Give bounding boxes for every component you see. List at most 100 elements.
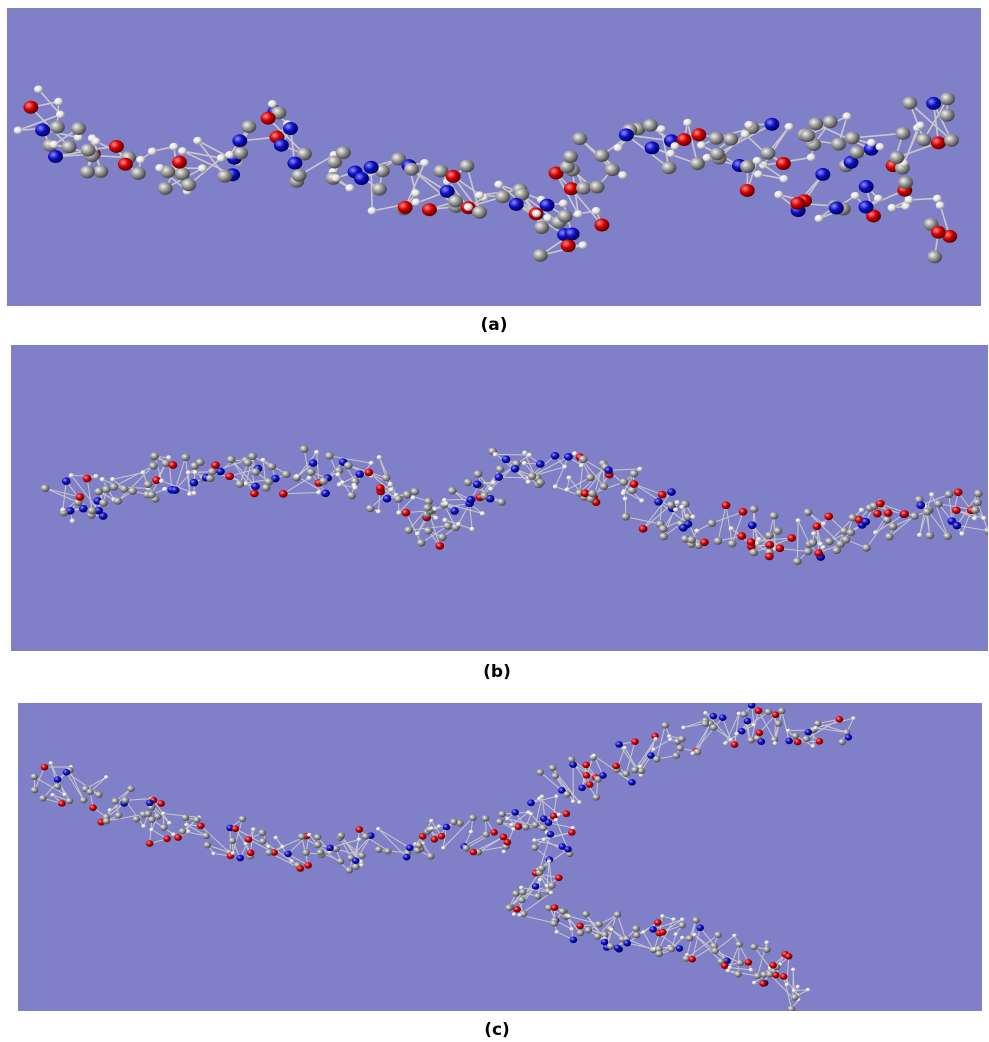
- atom: [71, 122, 87, 136]
- atom: [548, 764, 557, 772]
- atom: [673, 932, 679, 937]
- atom: [764, 708, 773, 716]
- atom: [820, 521, 827, 527]
- atom: [195, 458, 205, 467]
- atom: [718, 714, 727, 721]
- atom: [396, 510, 402, 515]
- atom: [930, 136, 946, 150]
- atom: [414, 531, 421, 536]
- atom: [661, 721, 669, 729]
- atom: [734, 731, 739, 736]
- bond: [585, 913, 605, 943]
- atom: [566, 914, 572, 919]
- atom: [544, 819, 553, 827]
- bond: [731, 511, 744, 544]
- atom: [973, 498, 982, 507]
- atom: [68, 473, 75, 478]
- atom: [578, 455, 588, 464]
- atom: [814, 214, 824, 223]
- atom: [50, 792, 56, 797]
- atom: [358, 852, 366, 859]
- atom: [280, 844, 285, 849]
- atom: [889, 151, 905, 165]
- atom: [207, 467, 217, 476]
- atom: [680, 917, 685, 922]
- atom: [284, 850, 292, 858]
- atom: [62, 769, 71, 776]
- atom: [251, 482, 260, 491]
- atom: [532, 838, 537, 843]
- atom: [813, 720, 822, 727]
- bond: [845, 517, 854, 540]
- atom: [791, 732, 800, 740]
- atom: [405, 844, 414, 852]
- atom: [258, 829, 267, 836]
- atom: [609, 927, 614, 932]
- atom: [808, 117, 824, 131]
- atom: [763, 946, 771, 953]
- atom: [915, 121, 925, 130]
- bond: [153, 799, 170, 824]
- atom: [61, 140, 77, 154]
- atom: [202, 832, 210, 840]
- atom: [79, 796, 88, 804]
- atom: [696, 924, 704, 932]
- atom: [505, 904, 513, 912]
- atom: [653, 736, 658, 741]
- atom: [455, 521, 462, 527]
- atom: [216, 154, 226, 162]
- bond: [538, 834, 551, 871]
- atom: [147, 147, 157, 156]
- bond: [555, 456, 569, 487]
- atom: [559, 160, 575, 174]
- atom: [811, 531, 817, 536]
- atom: [595, 920, 603, 928]
- atom: [620, 490, 626, 496]
- panel-b-background: [11, 345, 988, 651]
- atom: [785, 728, 791, 733]
- atom: [297, 833, 306, 840]
- atom: [552, 484, 559, 489]
- atom: [764, 940, 770, 945]
- atom: [750, 943, 758, 951]
- atom: [615, 741, 623, 748]
- bond: [566, 476, 591, 491]
- bond: [724, 713, 740, 744]
- atom: [336, 857, 345, 865]
- atom: [539, 198, 555, 212]
- atom: [592, 793, 600, 801]
- atom: [359, 862, 364, 867]
- atom: [197, 164, 207, 173]
- atom: [527, 472, 537, 480]
- atom: [296, 865, 305, 872]
- atom: [232, 134, 248, 148]
- atom: [488, 486, 494, 492]
- atom: [160, 824, 168, 831]
- bond: [815, 717, 854, 729]
- atom: [943, 532, 952, 540]
- bond: [717, 505, 727, 542]
- atom: [481, 815, 490, 822]
- atom: [75, 493, 85, 501]
- bond: [154, 455, 163, 482]
- atom: [817, 541, 824, 547]
- atom: [144, 810, 152, 817]
- bond: [729, 944, 740, 968]
- atom: [683, 513, 693, 521]
- atom: [757, 738, 766, 745]
- atom: [773, 527, 783, 535]
- atom: [364, 468, 374, 477]
- atom: [771, 711, 780, 719]
- atom: [211, 851, 216, 856]
- atom: [157, 800, 165, 807]
- atom: [205, 474, 215, 483]
- atom: [693, 748, 702, 756]
- atom: [536, 478, 545, 487]
- atom: [512, 890, 520, 897]
- atom: [321, 489, 330, 498]
- atom: [637, 767, 646, 775]
- atom: [910, 512, 919, 520]
- atom: [839, 527, 849, 535]
- atom: [739, 183, 755, 197]
- atom: [844, 131, 860, 145]
